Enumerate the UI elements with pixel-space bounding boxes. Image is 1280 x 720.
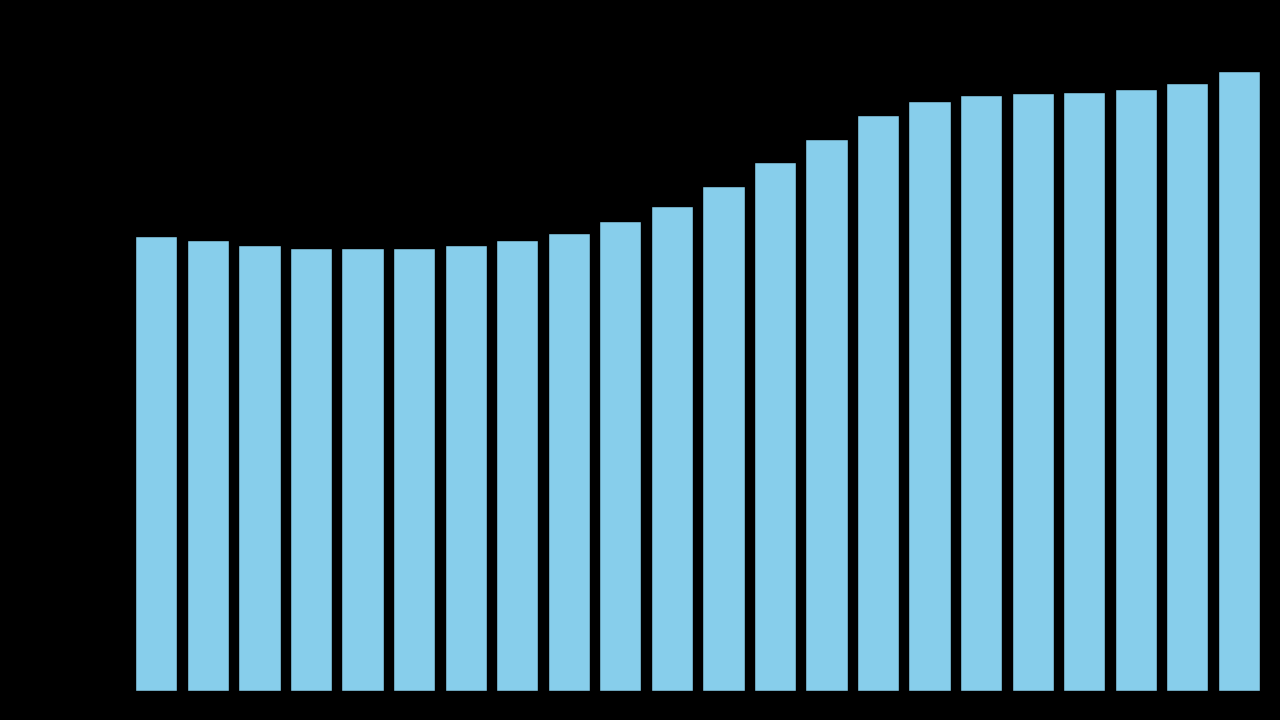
- Bar: [342, 248, 384, 691]
- Bar: [289, 248, 332, 691]
- Bar: [444, 245, 486, 691]
- Bar: [1217, 71, 1260, 691]
- Bar: [1166, 83, 1208, 691]
- Bar: [754, 162, 796, 691]
- Bar: [238, 245, 280, 691]
- Bar: [1011, 93, 1053, 691]
- Bar: [548, 233, 590, 691]
- Bar: [393, 248, 435, 691]
- Bar: [599, 221, 641, 691]
- Bar: [805, 139, 847, 691]
- Bar: [497, 240, 539, 691]
- Bar: [136, 235, 178, 691]
- Bar: [187, 240, 229, 691]
- Bar: [703, 186, 745, 691]
- Bar: [650, 207, 692, 691]
- Bar: [960, 95, 1002, 691]
- Bar: [1064, 91, 1106, 691]
- Bar: [856, 115, 899, 691]
- Bar: [1115, 89, 1157, 691]
- Bar: [909, 101, 951, 691]
